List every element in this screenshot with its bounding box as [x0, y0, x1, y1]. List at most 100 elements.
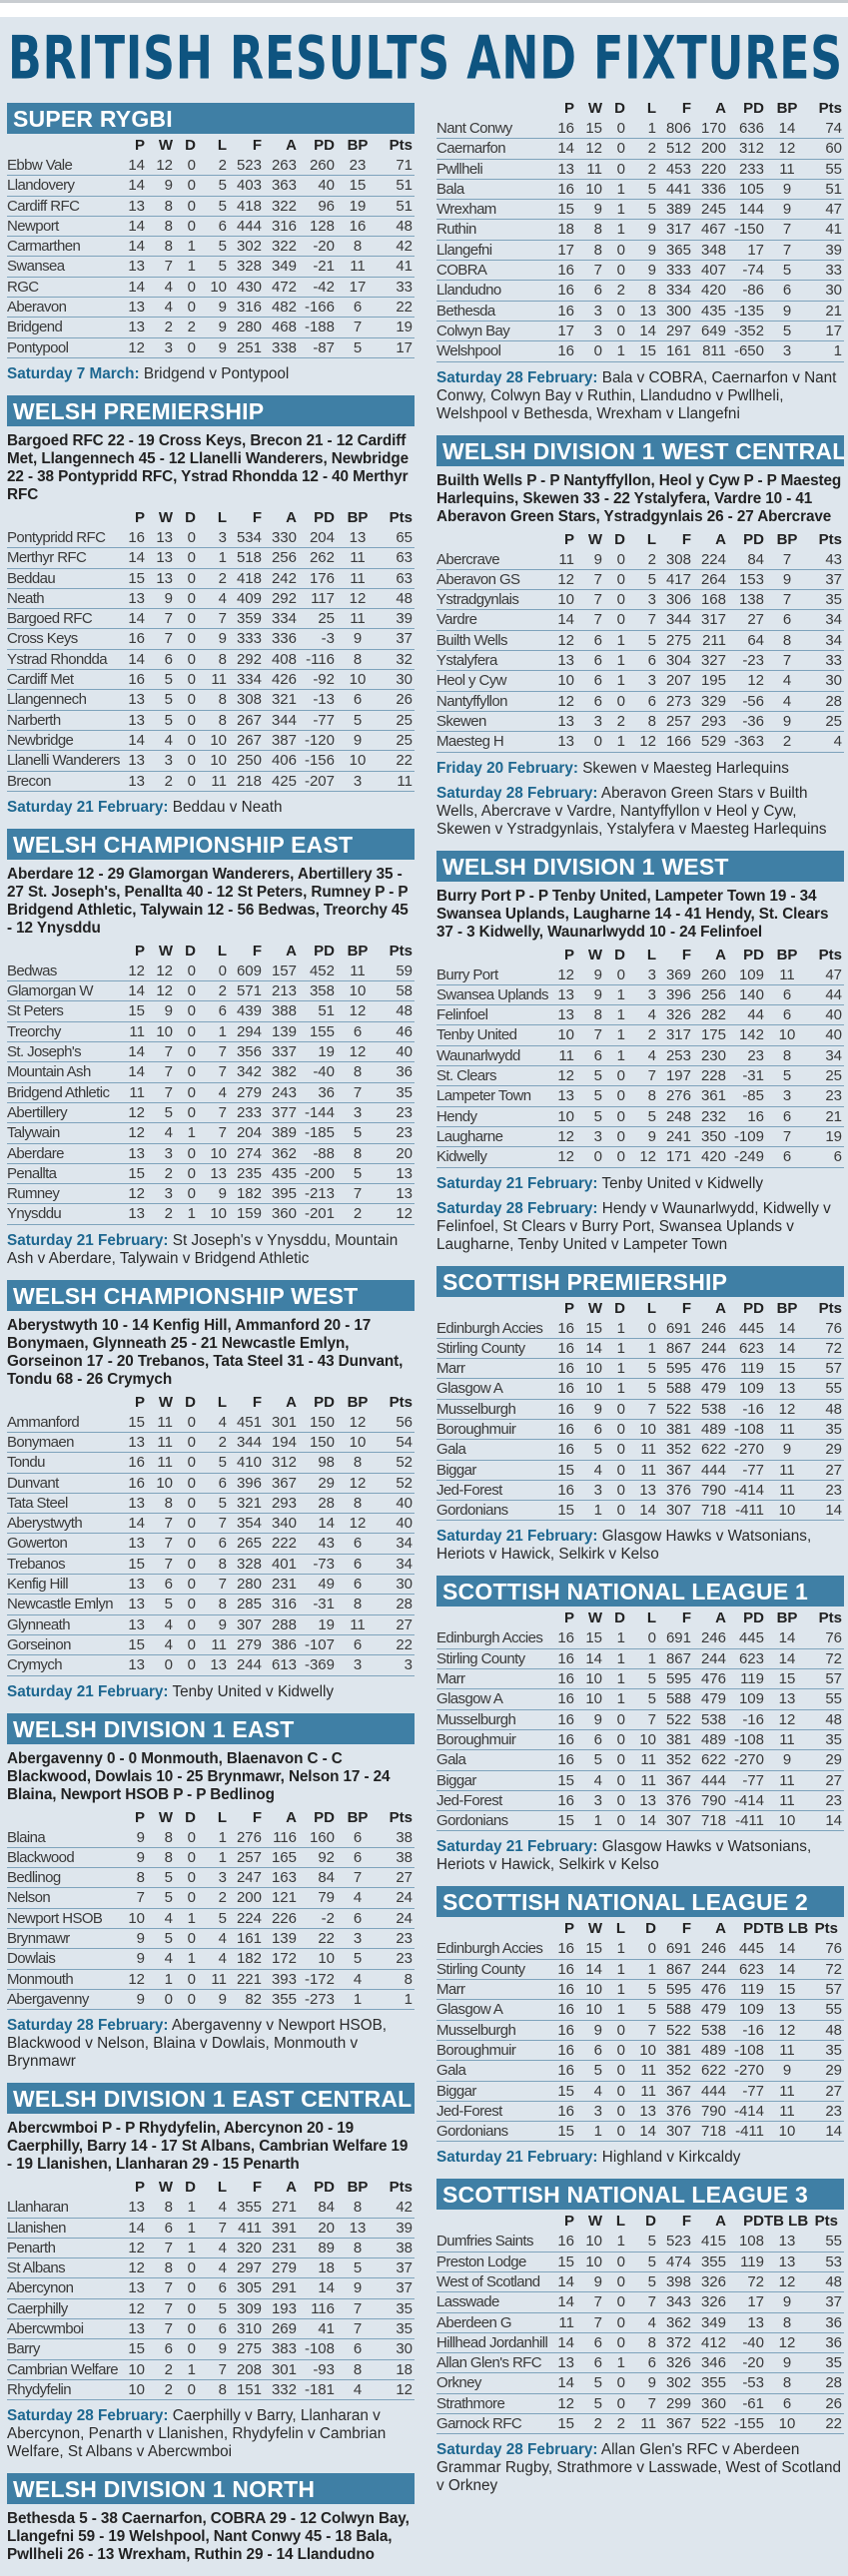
team-name: Newcastle Emlyn: [7, 1596, 114, 1613]
stat-cell: 263: [271, 157, 297, 174]
stat-cell: 1: [616, 180, 625, 198]
stat-cell: 369: [665, 966, 691, 983]
stat-cell: -369: [304, 1656, 335, 1674]
stat-cell: 220: [700, 160, 726, 178]
stat-cell: 15: [128, 1413, 145, 1431]
stat-cell: 0: [616, 1127, 625, 1145]
fixture-date: Saturday 21 February:: [436, 1528, 598, 1546]
stat-cell: 7: [164, 1535, 173, 1553]
table-row: Cardiff Met 16 5 0 11 334 426 -92 10 30: [7, 670, 415, 691]
stat-cell: 538: [700, 2021, 726, 2039]
column-header: W: [587, 2213, 602, 2231]
stat-cell: 27: [825, 1461, 842, 1479]
stat-cell: 29: [825, 1751, 842, 1769]
stat-cell: 15: [585, 1319, 602, 1337]
standings-table: P W D L F A PD BP Pts Edinburgh Accies 16 15 1 0 691 24…: [436, 1299, 844, 1522]
stat-cell: 0: [164, 1656, 173, 1674]
stat-cell: 3: [593, 322, 602, 339]
stat-cell: 1: [616, 2001, 625, 2019]
stat-cell: 34: [825, 1046, 842, 1064]
team-name: Musselburgh: [436, 2021, 516, 2039]
stat-cell: 245: [700, 201, 726, 219]
column-header: Pts: [818, 100, 842, 117]
fixture-text: Glasgow Hawks v Watsonians, Heriots v Ha…: [436, 1838, 812, 1874]
stat-cell: 3: [353, 772, 363, 790]
stat-cell: 119: [740, 1670, 764, 1688]
stat-cell: 5: [647, 570, 656, 588]
stat-cell: 0: [218, 962, 227, 979]
fixture-date: Saturday 21 February:: [7, 1231, 169, 1249]
stat-cell: 0: [616, 550, 625, 568]
column-header: Pts: [389, 508, 413, 526]
stat-cell: 14: [585, 1339, 602, 1357]
stat-cell: 224: [700, 550, 726, 568]
stat-cell: 231: [271, 2239, 297, 2256]
stat-cell: 26: [825, 2394, 842, 2412]
stat-cell: 105: [738, 180, 764, 198]
team-name: Gala: [436, 1751, 466, 1769]
stat-cell: 367: [665, 2415, 691, 2433]
stat-cell: 6: [593, 2041, 602, 2059]
table-header: P W D L F A PD BP Pts: [436, 1609, 844, 1628]
team-name: Vardre: [436, 611, 477, 629]
team-name: Cardiff RFC: [7, 197, 80, 215]
stat-cell: 71: [396, 157, 413, 174]
stat-cell: 12: [128, 2239, 145, 2256]
stat-cell: 12: [778, 140, 796, 158]
stat-cell: 193: [271, 2299, 297, 2317]
stat-cell: 6: [353, 1848, 363, 1866]
stat-cell: 63: [396, 549, 413, 567]
stat-cell: 411: [238, 2219, 262, 2237]
stat-cell: 316: [271, 1596, 297, 1613]
stat-cell: 0: [616, 2394, 625, 2412]
column-header: D: [614, 1299, 625, 1317]
team-name: Waunarlwydd: [436, 1046, 520, 1064]
table-row: St. Joseph's 14 7 0 7 356 337 19 12 40: [7, 1042, 415, 1063]
stat-cell: 9: [164, 589, 173, 607]
team-name: Glasgow A: [436, 1690, 503, 1708]
table-row: Stirling County 16 14 1 1 867 244 623 14 72: [436, 1649, 844, 1670]
stat-cell: 39: [825, 241, 842, 259]
stat-cell: 20: [396, 1144, 413, 1162]
column-header: W: [587, 100, 602, 117]
column-header: W: [158, 1808, 173, 1826]
table-row: Nelson 7 5 0 2 200 121 79 4 24: [7, 1888, 415, 1909]
stat-cell: 0: [187, 1063, 196, 1081]
stat-cell: -13: [313, 691, 335, 709]
stat-cell: 1: [187, 2199, 196, 2217]
stat-cell: 9: [136, 1930, 145, 1948]
header-team: [436, 1299, 554, 1319]
stat-cell: 320: [236, 2239, 262, 2256]
stat-cell: 362: [271, 1144, 297, 1162]
stat-cell: 0: [187, 1930, 196, 1948]
stat-cell: 9: [136, 1828, 145, 1846]
stat-cell: 16: [557, 2102, 574, 2120]
column-header: F: [252, 137, 262, 154]
table-row: Marr 16 10 1 5 595 476 119 15 57: [436, 1980, 844, 2001]
stat-cell: 116: [273, 1828, 297, 1846]
team-name: Nantyffyllon: [436, 692, 508, 710]
stat-cell: 7: [218, 1043, 227, 1061]
stat-cell: 119: [740, 1981, 764, 1999]
stat-cell: 243: [271, 1083, 297, 1101]
team-name: Ystalyfera: [436, 652, 497, 670]
team-name: COBRA: [436, 262, 487, 280]
table-row: Monmouth 12 1 0 11 221 393 -172 4 8: [7, 1970, 415, 1990]
column-header: BP: [347, 508, 369, 526]
column-header: F: [252, 508, 262, 526]
stat-cell: 6: [353, 1555, 363, 1573]
column-header: PD: [314, 1393, 335, 1411]
team-name: Welshpool: [436, 342, 501, 360]
stat-cell: 482: [271, 299, 297, 317]
stat-cell: 10: [557, 1107, 574, 1125]
stat-cell: 37: [396, 630, 413, 648]
stat-cell: 204: [236, 1124, 262, 1142]
stat-cell: 5: [164, 1869, 173, 1887]
stat-cell: 13: [639, 2102, 656, 2120]
table-row: Jed-Forest 16 3 0 13 376 790 -414 11 23: [436, 2102, 844, 2123]
stat-cell: 391: [271, 2219, 297, 2237]
stat-cell: 16: [557, 2001, 574, 2019]
table-row: Narberth 13 5 0 8 267 344 -77 5 25: [7, 711, 415, 731]
stat-cell: 12: [778, 2021, 796, 2039]
stat-cell: 7: [353, 1185, 363, 1203]
